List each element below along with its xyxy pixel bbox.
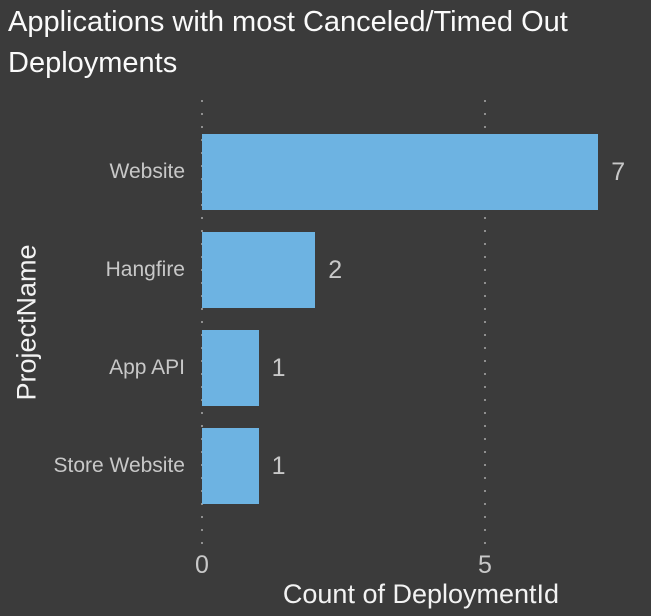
bar-website[interactable] xyxy=(202,134,599,210)
category-label: Hangfire xyxy=(105,258,185,281)
category-label: Website xyxy=(109,160,185,183)
value-label: 1 xyxy=(271,354,286,382)
category-label: App API xyxy=(109,356,185,379)
bar-hangfire[interactable] xyxy=(202,232,316,308)
bar-app-api[interactable] xyxy=(202,330,259,406)
bar-store-website[interactable] xyxy=(202,428,259,504)
x-tick-label: 0 xyxy=(195,551,209,579)
chart-title: Applications with most Canceled/Timed Ou… xyxy=(8,6,568,79)
category-label: Store Website xyxy=(53,454,185,477)
x-gridline xyxy=(200,100,203,547)
x-tick-label: 5 xyxy=(478,551,492,579)
x-axis-title: Count of DeploymentId xyxy=(282,579,560,609)
x-gridline xyxy=(483,100,486,547)
value-label: 2 xyxy=(328,256,343,284)
value-label: 1 xyxy=(271,452,286,480)
value-label: 7 xyxy=(611,158,626,186)
